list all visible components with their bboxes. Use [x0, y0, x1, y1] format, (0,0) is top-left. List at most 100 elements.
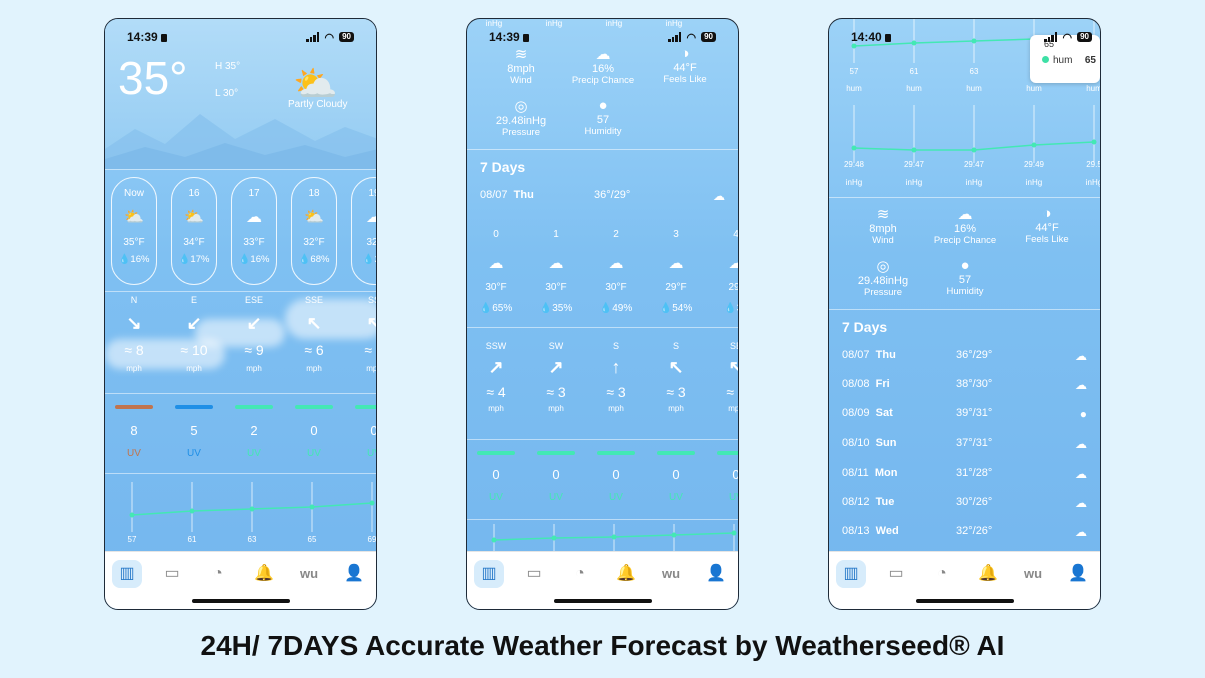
wind-icon: ≈	[124, 342, 132, 358]
divider	[829, 309, 1100, 310]
uv-item: 0 UV	[349, 405, 376, 459]
cloud-sun-icon: ⛅	[124, 209, 144, 226]
bell-icon[interactable]: 🔔	[254, 565, 274, 582]
forecast-icon[interactable]: ▭	[526, 565, 542, 582]
droplet-icon: 💧	[238, 254, 251, 265]
pressure-value: 29.48	[843, 160, 865, 169]
signal-icon	[668, 32, 682, 42]
uv-item: 0 UV	[531, 451, 581, 503]
droplet-icon: ●	[960, 257, 970, 274]
wind-item: SE ↖ ≈ 3 mph	[711, 341, 738, 413]
hour-label: 18	[308, 188, 320, 199]
status-bar: 14:39 ◠ 90	[467, 19, 738, 55]
home-indicator[interactable]	[915, 599, 1014, 603]
thermometer-icon: ◑	[680, 45, 690, 62]
uv-item: 0 UV	[651, 451, 701, 503]
bell-icon[interactable]: 🔔	[978, 565, 998, 582]
day-row[interactable]: 08/09 Sat 39°/31° ●	[842, 407, 1087, 421]
partly-cloudy-icon: ⛅	[293, 63, 338, 104]
divider	[829, 197, 1100, 198]
hour-label: Now	[123, 188, 144, 199]
wind-icon: ≈	[606, 384, 614, 400]
bell-icon[interactable]: 🔔	[616, 565, 636, 582]
metric-wind: ≋ 8mph Wind	[843, 205, 923, 246]
gauge-icon: ◎	[876, 258, 890, 275]
humidity-unit: hum	[906, 84, 922, 93]
day-row[interactable]: 08/08 Fri 38°/30° ☁	[842, 378, 1087, 392]
signal-icon	[1044, 32, 1058, 42]
cloud-rain-icon: ☁	[1075, 496, 1087, 510]
droplet-icon: 💧	[362, 254, 375, 265]
day-row[interactable]: 08/12 Tue 30°/26° ☁	[842, 496, 1087, 510]
metric-humidity: ● 57 Humidity	[925, 257, 1005, 297]
divider	[105, 393, 376, 394]
gauge-icon[interactable]: ◔	[937, 565, 947, 582]
humidity-value: 65	[307, 535, 317, 544]
hour-detail: 3 ☁ 29°F 💧54%	[651, 229, 701, 314]
uv-item: 0 UV	[591, 451, 641, 503]
day-row[interactable]: 08/07 Thu 36°/29° ☁	[842, 349, 1087, 363]
wind-arrow-icon: ↙	[246, 313, 262, 333]
uv-item: 5 UV	[169, 405, 219, 459]
divider	[467, 439, 738, 440]
signal-icon	[306, 32, 320, 42]
sun-icon: ●	[1079, 407, 1087, 421]
humidity-unit: hum	[846, 84, 862, 93]
wind-icon: ≈	[244, 342, 252, 358]
divider	[467, 149, 738, 150]
cloud-icon: ☁	[711, 254, 739, 272]
current-temperature: 35°	[118, 52, 188, 104]
profile-icon[interactable]: 👤	[344, 565, 364, 582]
hourly-item[interactable]: 18 ⛅ 32°F 💧68%	[291, 177, 337, 285]
wu-icon[interactable]: wu	[1023, 566, 1043, 581]
metric-humidity: ● 57 Humidity	[563, 97, 643, 137]
status-time: 14:39	[127, 30, 158, 44]
metric-pressure: ◎ 29.48inHg Pressure	[843, 257, 923, 298]
wind-arrow-icon: ↖	[711, 357, 738, 378]
humidity-chart	[129, 482, 375, 532]
divider	[105, 169, 376, 170]
thermometer-icon: ◑	[1042, 205, 1052, 222]
gauge-icon[interactable]: ◔	[213, 565, 223, 582]
forecast-icon[interactable]: ▭	[164, 565, 180, 582]
cloud-icon: ☁	[608, 255, 624, 272]
wu-icon[interactable]: wu	[661, 566, 681, 581]
day-row[interactable]: 08/10 Sun 37°/31° ☁	[842, 437, 1087, 451]
cloud-icon: ☁	[246, 209, 262, 226]
phone-screen-2: inHg inHg inHg inHg ≋ 8mph Wind ☁ 16% Precip…	[466, 18, 739, 610]
humidity-value: 63	[247, 535, 257, 544]
map-icon[interactable]: ▥	[474, 560, 504, 588]
gauge-icon: ◎	[514, 98, 528, 115]
humidity-unit: hum	[1086, 84, 1100, 93]
hourly-item[interactable]: 19 ☁ 32° 💧24	[351, 177, 376, 285]
map-icon[interactable]: ▥	[836, 560, 866, 588]
map-icon[interactable]: ▥	[112, 560, 142, 588]
divider	[467, 519, 738, 520]
status-bar: 14:39 ◠ 90	[105, 19, 376, 55]
home-indicator[interactable]	[553, 599, 652, 603]
pressure-value: 29.47	[903, 160, 925, 169]
wu-icon[interactable]: wu	[299, 566, 319, 581]
hourly-item[interactable]: 16 ⛅ 34°F 💧17%	[171, 177, 217, 285]
day-row[interactable]: 08/11 Mon 31°/28° ☁	[842, 467, 1087, 481]
status-bar: 14:40 ◠ 90	[829, 19, 1100, 55]
profile-icon[interactable]: 👤	[706, 565, 726, 582]
hourly-item[interactable]: Now ⛅ 35°F 💧16%	[111, 177, 157, 285]
hour-detail: 1 ☁ 30°F 💧35%	[531, 229, 581, 314]
home-indicator[interactable]	[191, 599, 290, 603]
droplet-icon: ●	[598, 97, 608, 114]
profile-icon[interactable]: 👤	[1068, 565, 1088, 582]
high-temperature: H 35°	[215, 61, 241, 72]
day-row[interactable]: 08/13 Wed 32°/26° ☁	[842, 525, 1087, 539]
uv-item: 0 UV	[471, 451, 521, 503]
gauge-icon[interactable]: ◔	[575, 565, 585, 582]
pressure-unit: inHg	[485, 19, 503, 28]
forecast-icon[interactable]: ▭	[888, 565, 904, 582]
pressure-value: 29.47	[963, 160, 985, 169]
battery-icon: 90	[701, 32, 716, 42]
pressure-unit: inHg	[605, 19, 623, 28]
droplet-icon: 💧	[659, 303, 673, 314]
hourly-item[interactable]: 17 ☁ 33°F 💧16%	[231, 177, 277, 285]
pressure-unit: inHg	[1025, 178, 1043, 187]
day-row-expanded[interactable]: 08/07 Thu 36°/29° ☁	[480, 189, 725, 203]
